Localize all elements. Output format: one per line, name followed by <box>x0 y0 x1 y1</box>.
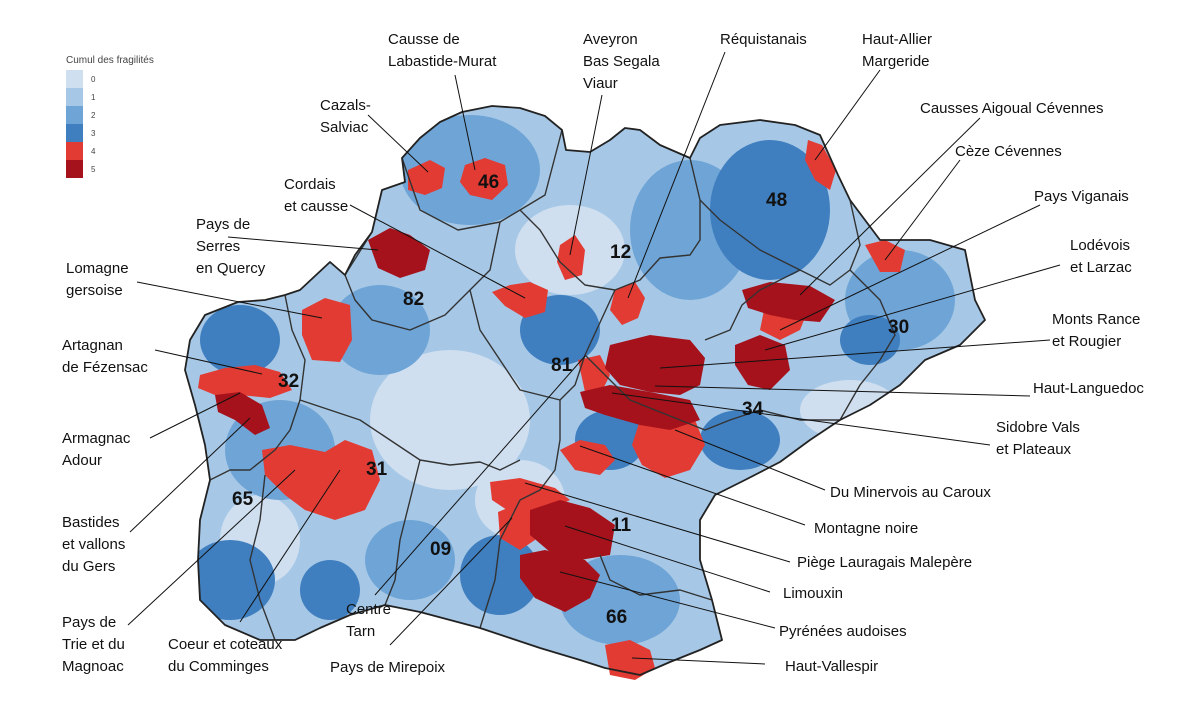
territory-label: Aveyron Bas Segala Viaur <box>583 31 660 92</box>
legend-swatch <box>66 124 83 142</box>
dept-label: 09 <box>430 539 451 560</box>
territory-label: Causse de Labastide-Murat <box>388 31 497 70</box>
territory-label: Coeur et coteaux du Comminges <box>168 636 283 675</box>
legend-swatch <box>66 142 83 160</box>
dept-label: 81 <box>551 355 573 376</box>
legend-item: 2 <box>66 106 186 124</box>
legend-item: 0 <box>66 70 186 88</box>
territory-label: Cazals-Salviac <box>320 97 371 136</box>
territory-label: Pays de Mirepoix <box>330 659 446 676</box>
territory-label: Bastides et vallons du Gers <box>62 514 125 575</box>
legend-item: 1 <box>66 88 186 106</box>
territory-label: Sidobre Vals et Plateaux <box>996 419 1080 458</box>
territory-label: Artagnan de Fézensac <box>62 337 148 376</box>
territory-label: Pays Viganais <box>1034 188 1129 205</box>
territory-label: Réquistanais <box>720 31 807 48</box>
territory-label: Piège Lauragais Malepère <box>797 554 972 571</box>
territory-label: Lomagne gersoise <box>66 260 129 299</box>
territory-label: Centre Tarn <box>346 601 391 640</box>
legend-swatch <box>66 70 83 88</box>
territory-label: Pyrénées audoises <box>779 623 907 640</box>
territory-label: Du Minervois au Caroux <box>830 484 991 501</box>
territory-label: Monts Rance et Rougier <box>1052 311 1140 350</box>
territory-label: Armagnac Adour <box>62 430 131 469</box>
dept-label: 34 <box>742 399 764 420</box>
legend-label: 2 <box>91 110 96 120</box>
legend-label: 5 <box>91 164 96 174</box>
dept-label: 11 <box>611 515 632 536</box>
legend: Cumul des fragilités 0 1 2 3 4 5 <box>66 55 186 178</box>
department-borders <box>209 129 896 641</box>
territory-label: Causses Aigoual Cévennes <box>920 100 1103 117</box>
dept-label: 31 <box>366 459 388 480</box>
department-labels: 46 12 48 82 30 81 32 34 31 65 11 09 66 <box>232 172 909 628</box>
territory-label: Haut-Languedoc <box>1033 380 1144 397</box>
legend-label: 0 <box>91 74 96 84</box>
territory-label: Montagne noire <box>814 520 918 537</box>
dept-label: 82 <box>403 289 424 310</box>
dept-label: 12 <box>610 242 631 263</box>
dept-label: 48 <box>766 190 787 211</box>
territory-label: Cèze Cévennes <box>955 143 1062 160</box>
legend-label: 1 <box>91 92 96 102</box>
territory-label: Haut-Allier Margeride <box>862 31 932 70</box>
territory-label: Limouxin <box>783 585 843 602</box>
territory-level-5 <box>215 228 835 612</box>
legend-swatch <box>66 88 83 106</box>
region-shape <box>184 105 986 680</box>
legend-title: Cumul des fragilités <box>66 55 154 66</box>
legend-swatch <box>66 160 83 178</box>
dept-label: 66 <box>606 607 627 628</box>
leader-lines <box>127 51 1061 665</box>
territory-label: Pays de Trie et du Magnoac <box>62 614 125 675</box>
territory-label: Cordais et causse <box>284 176 348 215</box>
legend-label: 4 <box>91 146 96 156</box>
territory-label: Pays de Serres en Quercy <box>196 216 266 277</box>
territory-level-4 <box>198 140 905 680</box>
territory-label: Haut-Vallespir <box>785 658 878 675</box>
dept-label: 46 <box>478 172 499 193</box>
legend-item: 5 <box>66 160 186 178</box>
dept-label: 32 <box>278 371 299 392</box>
legend-item: 3 <box>66 124 186 142</box>
territory-label: Lodévois et Larzac <box>1070 237 1132 276</box>
legend-swatch <box>66 106 83 124</box>
dept-label: 30 <box>888 317 909 338</box>
legend-item: 4 <box>66 142 186 160</box>
legend-label: 3 <box>91 128 96 138</box>
dept-label: 65 <box>232 489 254 510</box>
territory-labels: Causse de Labastide-Murat Aveyron Bas Segal… <box>62 31 1144 676</box>
